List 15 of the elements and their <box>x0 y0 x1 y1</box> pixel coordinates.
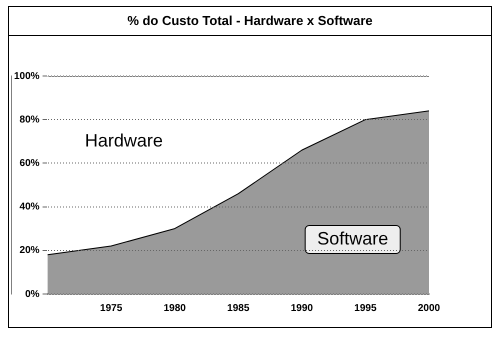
x-tick-label: 1980 <box>164 302 186 314</box>
y-tick-label: 20% <box>20 245 40 256</box>
x-tick-label: 1975 <box>100 302 123 314</box>
y-tick-label: 100% <box>14 70 40 82</box>
y-tick-label: 80% <box>20 114 40 126</box>
x-tick-label: 1995 <box>354 302 377 314</box>
y-tick-label: 60% <box>20 158 40 169</box>
x-tick-label: 1990 <box>290 302 314 314</box>
y-tick-label: 40% <box>20 202 40 213</box>
x-tick-label: 1985 <box>227 302 250 314</box>
chart-title: % do Custo Total - Hardware x Software <box>9 7 491 36</box>
x-tick-label: 2000 <box>418 302 441 314</box>
y-tick-label: 0% <box>25 288 40 300</box>
series-label: Hardware <box>84 130 163 150</box>
series-label: Software <box>317 228 388 248</box>
